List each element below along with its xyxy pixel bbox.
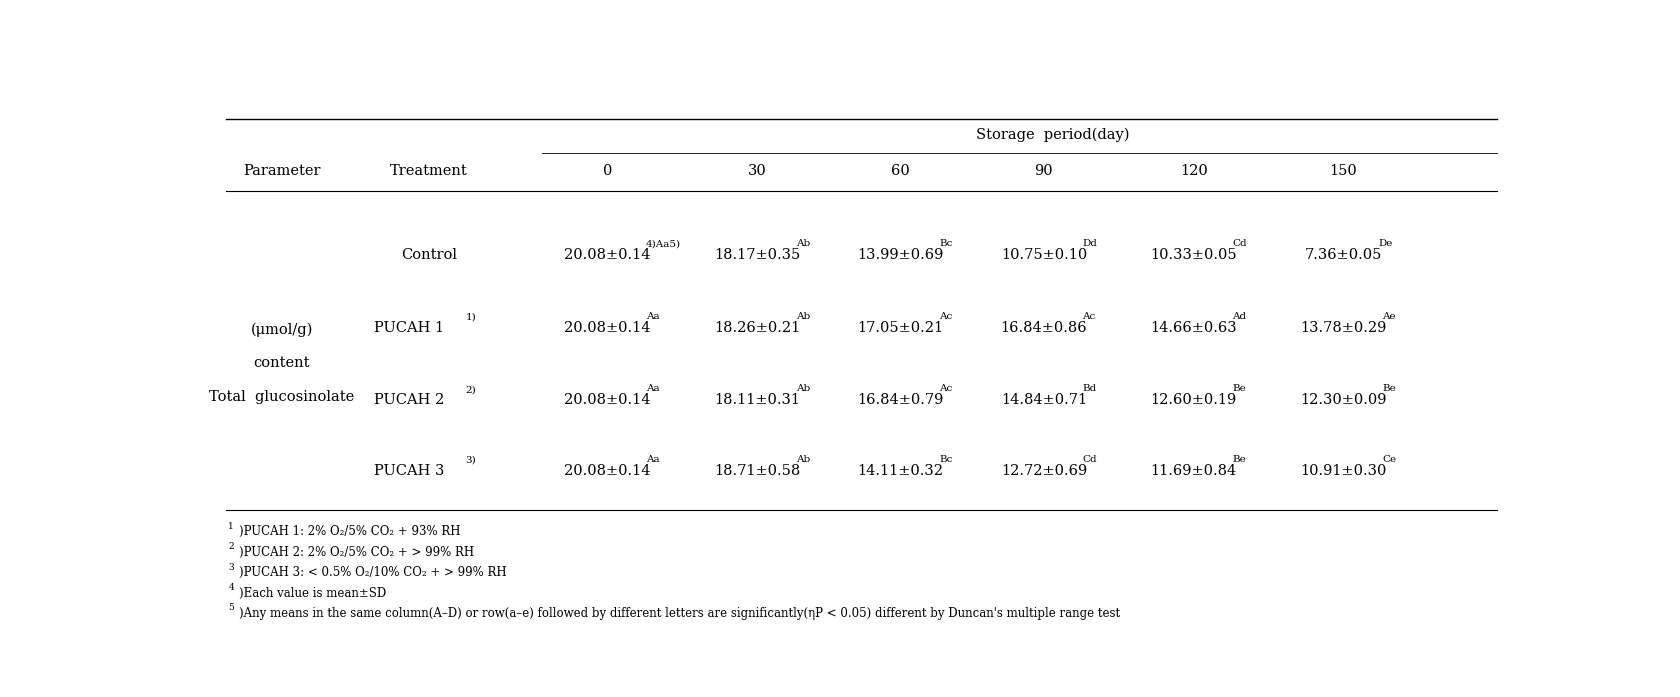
Text: 4)Aa5): 4)Aa5) <box>645 239 680 248</box>
Text: 2: 2 <box>228 542 234 551</box>
Text: 10.75±0.10: 10.75±0.10 <box>1000 248 1087 262</box>
Text: 60: 60 <box>890 164 909 178</box>
Text: 7.36±0.05: 7.36±0.05 <box>1304 248 1381 262</box>
Text: Ad: Ad <box>1231 312 1245 321</box>
Text: Aa: Aa <box>645 312 659 321</box>
Text: 120: 120 <box>1179 164 1206 178</box>
Text: 0: 0 <box>603 164 612 178</box>
Text: 4: 4 <box>228 583 234 592</box>
Text: Ab: Ab <box>795 455 810 464</box>
Text: Bc: Bc <box>939 239 953 248</box>
Text: Control: Control <box>402 248 457 262</box>
Text: Ac: Ac <box>939 384 951 393</box>
Text: 5: 5 <box>228 604 234 613</box>
Text: 12.30±0.09: 12.30±0.09 <box>1300 393 1386 407</box>
Text: Storage  period(day): Storage period(day) <box>974 128 1129 141</box>
Text: 1: 1 <box>228 522 234 531</box>
Text: 16.84±0.79: 16.84±0.79 <box>857 393 942 407</box>
Text: 20.08±0.14: 20.08±0.14 <box>564 321 650 335</box>
Text: 16.84±0.86: 16.84±0.86 <box>1000 321 1087 335</box>
Text: Aa: Aa <box>645 455 659 464</box>
Text: De: De <box>1378 239 1393 248</box>
Text: 18.71±0.58: 18.71±0.58 <box>714 464 800 478</box>
Text: 2): 2) <box>465 385 475 394</box>
Text: 30: 30 <box>748 164 766 178</box>
Text: PUCAH 3: PUCAH 3 <box>375 464 445 478</box>
Text: 17.05±0.21: 17.05±0.21 <box>857 321 942 335</box>
Text: 18.11±0.31: 18.11±0.31 <box>714 393 800 407</box>
Text: Ab: Ab <box>795 239 810 248</box>
Text: 12.60±0.19: 12.60±0.19 <box>1149 393 1236 407</box>
Text: 12.72±0.69: 12.72±0.69 <box>1000 464 1087 478</box>
Text: 13.78±0.29: 13.78±0.29 <box>1300 321 1386 335</box>
Text: 14.66±0.63: 14.66±0.63 <box>1149 321 1236 335</box>
Text: Treatment: Treatment <box>390 164 467 178</box>
Text: )PUCAH 1: 2% O₂/5% CO₂ + 93% RH: )PUCAH 1: 2% O₂/5% CO₂ + 93% RH <box>239 526 460 538</box>
Text: 10.33±0.05: 10.33±0.05 <box>1149 248 1236 262</box>
Text: )Each value is mean±SD: )Each value is mean±SD <box>239 586 386 599</box>
Text: Ac: Ac <box>939 312 951 321</box>
Text: Ab: Ab <box>795 312 810 321</box>
Text: Aa: Aa <box>645 384 659 393</box>
Text: 20.08±0.14: 20.08±0.14 <box>564 393 650 407</box>
Text: 20.08±0.14: 20.08±0.14 <box>564 464 650 478</box>
Text: Cd: Cd <box>1082 455 1097 464</box>
Text: Parameter: Parameter <box>244 164 321 178</box>
Text: Cd: Cd <box>1231 239 1247 248</box>
Text: Dd: Dd <box>1082 239 1097 248</box>
Text: 18.26±0.21: 18.26±0.21 <box>714 321 800 335</box>
Text: (μmol/g): (μmol/g) <box>250 323 312 337</box>
Text: Ce: Ce <box>1381 455 1396 464</box>
Text: 20.08±0.14: 20.08±0.14 <box>564 248 650 262</box>
Text: 3: 3 <box>228 562 234 572</box>
Text: Ac: Ac <box>1082 312 1095 321</box>
Text: PUCAH 1: PUCAH 1 <box>375 321 444 335</box>
Text: )PUCAH 2: 2% O₂/5% CO₂ + > 99% RH: )PUCAH 2: 2% O₂/5% CO₂ + > 99% RH <box>239 546 474 559</box>
Text: Be: Be <box>1381 384 1394 393</box>
Text: Be: Be <box>1231 455 1245 464</box>
Text: )Any means in the same column(A–D) or row(a–e) followed by different letters are: )Any means in the same column(A–D) or ro… <box>239 607 1119 620</box>
Text: Total  glucosinolate: Total glucosinolate <box>208 390 354 404</box>
Text: 150: 150 <box>1329 164 1357 178</box>
Text: 13.99±0.69: 13.99±0.69 <box>857 248 942 262</box>
Text: 14.11±0.32: 14.11±0.32 <box>857 464 942 478</box>
Text: 90: 90 <box>1033 164 1053 178</box>
Text: content: content <box>254 356 309 370</box>
Text: 1): 1) <box>465 312 475 321</box>
Text: Bc: Bc <box>939 455 953 464</box>
Text: Ae: Ae <box>1381 312 1394 321</box>
Text: 18.17±0.35: 18.17±0.35 <box>714 248 800 262</box>
Text: Bd: Bd <box>1082 384 1095 393</box>
Text: PUCAH 2: PUCAH 2 <box>375 393 444 407</box>
Text: Ab: Ab <box>795 384 810 393</box>
Text: Be: Be <box>1231 384 1245 393</box>
Text: 14.84±0.71: 14.84±0.71 <box>1000 393 1087 407</box>
Text: 11.69±0.84: 11.69±0.84 <box>1149 464 1236 478</box>
Text: 3): 3) <box>465 456 475 465</box>
Text: )PUCAH 3: < 0.5% O₂/10% CO₂ + > 99% RH: )PUCAH 3: < 0.5% O₂/10% CO₂ + > 99% RH <box>239 566 506 579</box>
Text: 10.91±0.30: 10.91±0.30 <box>1300 464 1386 478</box>
